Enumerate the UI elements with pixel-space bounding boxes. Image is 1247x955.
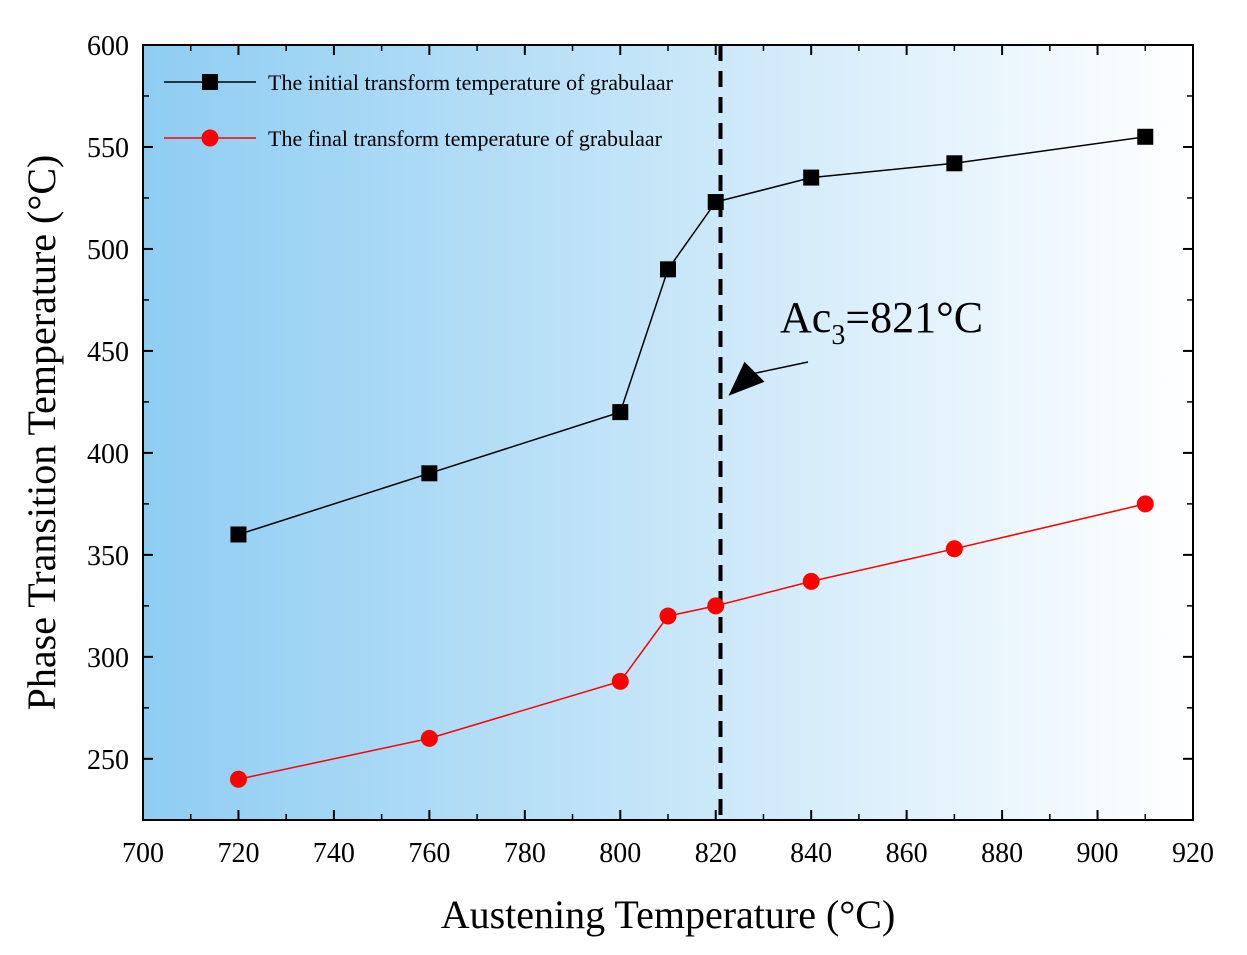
y-tick-label: 500 [87, 235, 129, 266]
series-2 [229, 495, 1154, 788]
data-point [802, 572, 820, 590]
data-point [229, 770, 247, 788]
y-tick-label: 450 [87, 337, 129, 368]
legend-item: The final transform temperature of grabu… [164, 126, 663, 151]
x-tick-label: 740 [313, 838, 355, 869]
data-point [230, 526, 247, 543]
x-tick-label: 840 [790, 838, 832, 869]
legend-item: The initial transform temperature of gra… [164, 70, 674, 95]
plot-background [143, 45, 1193, 820]
data-point [1136, 495, 1154, 513]
y-tick-label: 300 [87, 643, 129, 674]
data-point [946, 155, 963, 172]
series-1-line [238, 136, 1146, 536]
legend-marker [202, 74, 218, 90]
data-point [611, 672, 629, 690]
y-tick-label: 550 [87, 133, 129, 164]
y-axis-label: Phase Transition Temperature (°C) [19, 155, 64, 711]
legend-label: The final transform temperature of grabu… [268, 126, 663, 151]
data-point [707, 194, 724, 211]
x-tick-label: 880 [981, 838, 1023, 869]
x-tick-label: 720 [217, 838, 259, 869]
y-tick-label: 600 [87, 31, 129, 62]
annotation-arrow-shaft [752, 361, 809, 375]
annotation-arrow-head [728, 361, 765, 396]
data-point [420, 729, 438, 747]
data-point [659, 607, 677, 625]
y-tick-label: 350 [87, 541, 129, 572]
data-point [1137, 128, 1154, 145]
data-point [803, 169, 820, 186]
legend-marker [201, 129, 219, 147]
x-tick-label: 860 [886, 838, 928, 869]
x-tick-label: 920 [1172, 838, 1214, 869]
data-point [707, 597, 725, 615]
x-tick-label: 760 [408, 838, 450, 869]
data-point [612, 404, 629, 421]
y-tick-label: 400 [87, 439, 129, 470]
series-2-line [238, 503, 1146, 780]
y-tick-label: 250 [87, 745, 129, 776]
legend-label: The initial transform temperature of gra… [268, 70, 674, 95]
x-axis-label: Austening Temperature (°C) [441, 892, 896, 937]
data-point [660, 261, 676, 278]
x-tick-label: 800 [599, 838, 641, 869]
ac3-annotation: Ac3=821°C [780, 293, 983, 351]
data-point [945, 540, 963, 558]
data-point [421, 465, 438, 482]
series-1 [230, 128, 1154, 543]
x-tick-label: 780 [504, 838, 546, 869]
x-tick-label: 820 [695, 838, 737, 869]
x-tick-label: 900 [1077, 838, 1119, 869]
x-tick-label: 700 [122, 838, 164, 869]
